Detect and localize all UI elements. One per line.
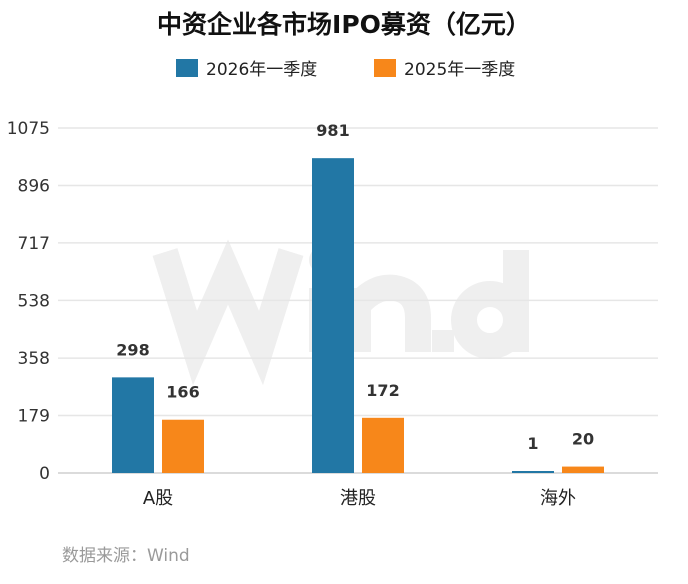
x-axis: A股 港股 海外 <box>143 488 576 509</box>
data-label: 298 <box>116 340 149 359</box>
x-tick-label: 港股 <box>340 488 376 509</box>
legend-swatch <box>176 59 198 77</box>
source-note: 数据来源：Wind <box>62 546 190 566</box>
y-tick-label: 896 <box>18 176 50 196</box>
chart-title: 中资企业各市场IPO募资（亿元） <box>157 10 531 39</box>
legend-swatch <box>374 59 396 77</box>
x-tick-label: A股 <box>143 488 173 509</box>
bar <box>312 158 354 474</box>
legend-label: 2025年一季度 <box>404 60 515 80</box>
legend-label: 2026年一季度 <box>206 60 317 80</box>
y-tick-label: 717 <box>18 234 50 254</box>
bar <box>112 377 154 473</box>
legend: 2026年一季度 2025年一季度 <box>176 59 515 80</box>
y-tick-label: 1075 <box>7 119 50 139</box>
y-axis: 0 179 358 538 717 896 1075 <box>7 119 50 484</box>
gridlines <box>58 127 658 474</box>
y-tick-label: 538 <box>18 291 50 311</box>
bars: 298 166 981 172 1 20 <box>112 121 604 474</box>
data-label: 166 <box>166 383 199 402</box>
data-label: 981 <box>316 121 349 140</box>
y-tick-label: 0 <box>39 464 50 484</box>
bar <box>512 471 554 473</box>
data-label: 172 <box>366 381 399 400</box>
bar <box>362 417 404 473</box>
y-tick-label: 358 <box>18 349 50 369</box>
bar <box>562 466 604 473</box>
data-label: 1 <box>527 434 538 453</box>
bar <box>162 419 204 473</box>
data-label: 20 <box>572 430 594 449</box>
y-tick-label: 179 <box>18 407 50 427</box>
x-tick-label: 海外 <box>540 488 576 509</box>
